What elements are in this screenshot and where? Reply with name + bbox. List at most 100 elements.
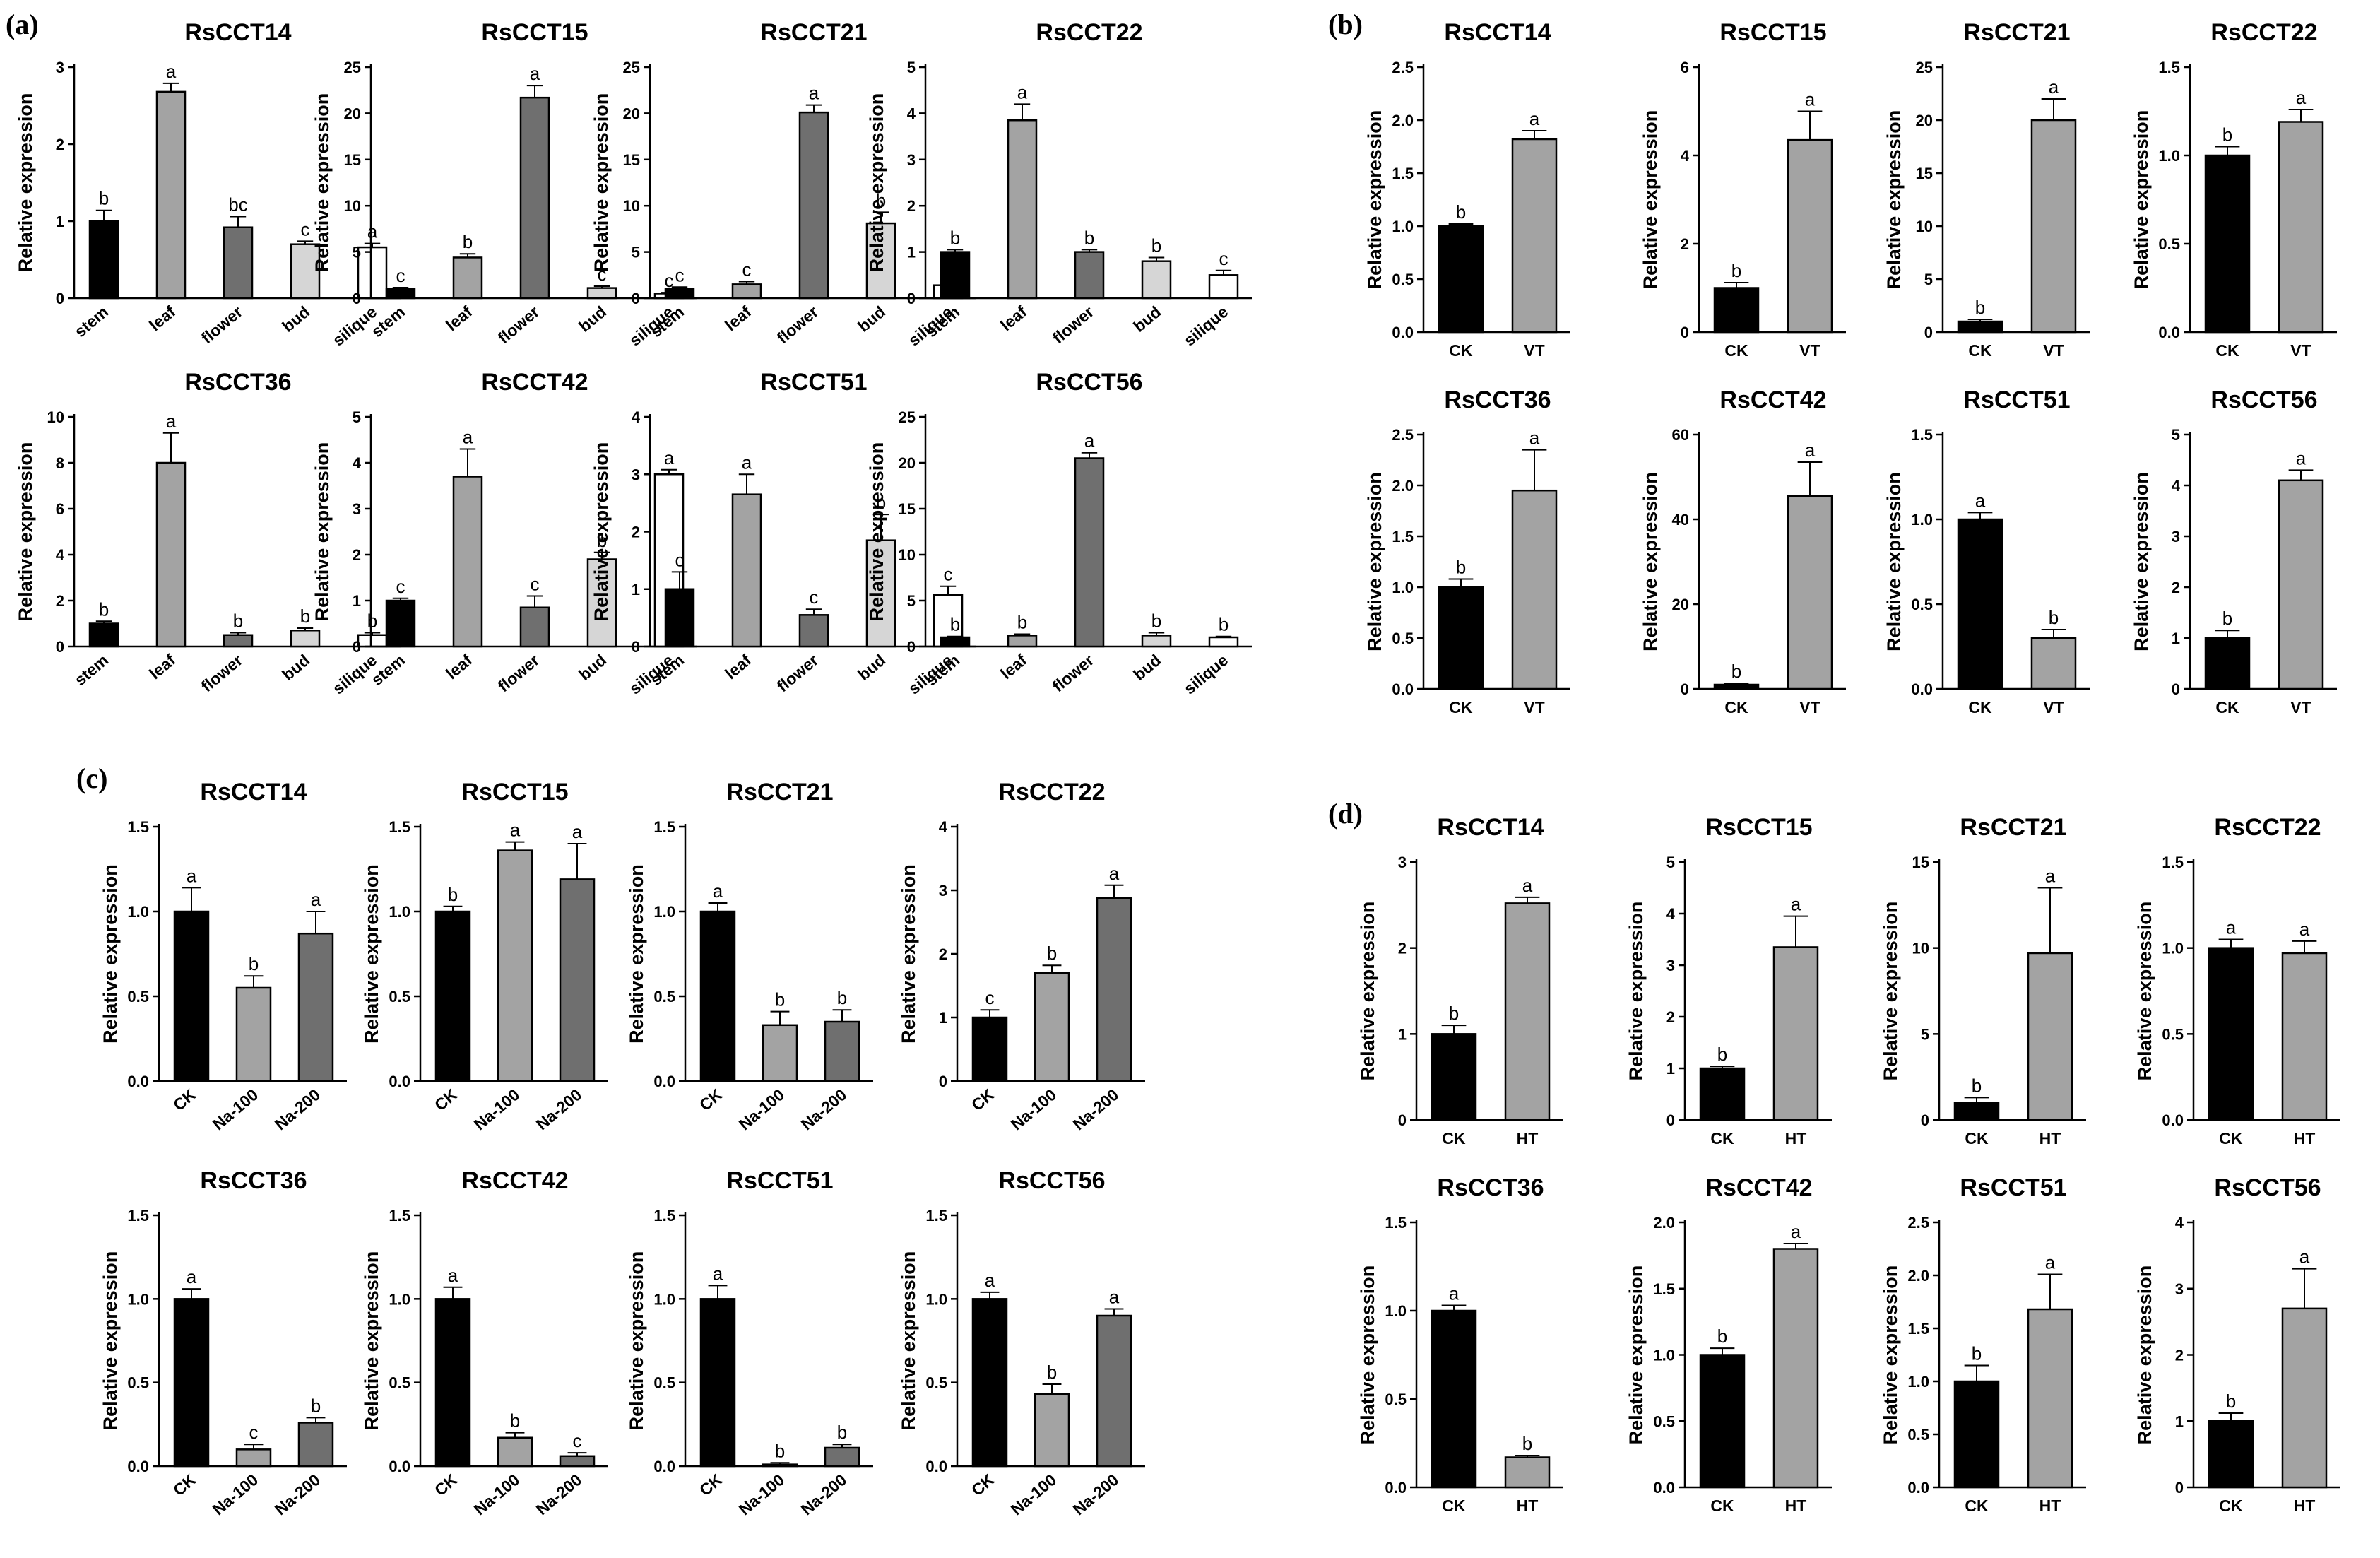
y-tick-label: 1.0	[127, 1290, 149, 1308]
y-tick-label: 0	[1924, 324, 1933, 341]
panel-letter-a: (a)	[6, 8, 39, 40]
y-axis-label: Relative expression	[1357, 1265, 1378, 1445]
y-tick-label: 0	[2172, 680, 2180, 698]
y-tick-label: 1.5	[2162, 854, 2184, 871]
y-tick-label: 1.5	[1653, 1280, 1675, 1298]
y-tick-label: 5	[1666, 854, 1675, 871]
y-tick-label: 2	[1681, 235, 1689, 253]
y-axis-label: Relative expression	[361, 864, 382, 1044]
x-tick-label: flower	[1049, 302, 1098, 347]
chart-b-rscct15: RsCCT15 Relative expression 0 2 4 6 b CK a VT	[1640, 19, 1846, 360]
chart-title: RsCCT42	[461, 1167, 568, 1194]
y-axis-label: Relative expression	[1626, 902, 1647, 1081]
significance-label: a	[742, 452, 752, 473]
significance-label: b	[1975, 297, 1985, 318]
y-axis-label: Relative expression	[626, 1251, 647, 1431]
bar	[798, 111, 829, 300]
x-tick-label: HT	[1785, 1129, 1807, 1147]
chart-title: RsCCT36	[184, 369, 291, 396]
x-tick-label: Na-100	[1007, 1470, 1060, 1518]
y-tick-label: 2.5	[1392, 426, 1414, 444]
y-axis-label: Relative expression	[15, 93, 36, 273]
y-tick-label: 4	[939, 818, 948, 836]
significance-label: b	[300, 606, 310, 627]
chart-title: RsCCT15	[461, 779, 568, 805]
significance-label: a	[2045, 1252, 2056, 1273]
bar	[2278, 479, 2324, 690]
bar	[2030, 119, 2077, 334]
significance-label: a	[1522, 875, 1533, 896]
x-tick-label: CK	[1968, 341, 1992, 360]
significance-label: bc	[228, 194, 247, 215]
significance-label: a	[530, 63, 540, 84]
significance-label: a	[1017, 81, 1028, 102]
y-axis-label: Relative expression	[898, 1251, 919, 1431]
x-tick-label: Na-100	[470, 1470, 523, 1518]
bar	[235, 986, 272, 1082]
y-tick-label: 1.0	[653, 903, 675, 921]
x-tick-label: VT	[1524, 341, 1544, 360]
y-tick-label: 10	[899, 546, 916, 564]
panel-letter-d: (d)	[1328, 798, 1363, 830]
y-tick-label: 0.5	[1392, 630, 1414, 647]
significance-label: b	[99, 598, 109, 620]
y-axis-label: Relative expression	[1364, 472, 1385, 651]
bar	[664, 288, 695, 300]
y-tick-label: 1.0	[1653, 1347, 1675, 1364]
y-tick-label: 1.0	[127, 903, 149, 921]
chart-title: RsCCT51	[1963, 386, 2070, 413]
x-tick-label: CK	[1724, 698, 1748, 716]
x-tick-label: HT	[2039, 1497, 2061, 1515]
y-axis-label: Relative expression	[591, 93, 612, 273]
y-tick-label: 4	[2175, 1214, 2184, 1232]
x-tick-label: VT	[2290, 341, 2311, 360]
x-tick-label: CK	[696, 1470, 726, 1500]
significance-label: b	[1084, 227, 1094, 248]
chart-title: RsCCT56	[1036, 369, 1142, 396]
bar	[434, 910, 471, 1082]
y-tick-label: 1.5	[127, 1207, 149, 1224]
y-tick-label: 0.5	[653, 1374, 675, 1392]
significance-label: b	[1972, 1075, 1982, 1096]
y-tick-label: 1.0	[389, 1290, 410, 1308]
chart-d-rscct36: RsCCT36 Relative expression 0.0 0.5 1.0 1.5 a C…	[1357, 1174, 1563, 1515]
significance-label: c	[665, 270, 674, 291]
bar	[1431, 1033, 1477, 1121]
x-tick-label: bud	[1130, 302, 1164, 336]
bar	[223, 226, 254, 300]
x-tick-label: VT	[2043, 341, 2064, 360]
y-tick-label: 25	[344, 59, 361, 76]
bar	[1504, 902, 1551, 1121]
bar	[1713, 287, 1760, 334]
bar	[1957, 320, 2003, 334]
bar	[1007, 119, 1038, 300]
y-tick-label: 3	[2175, 1280, 2184, 1298]
panel-letter-c: (c)	[76, 762, 107, 794]
significance-label: b	[249, 953, 259, 974]
significance-label: b	[99, 188, 109, 209]
significance-label: b	[837, 1422, 847, 1443]
y-tick-label: 1.5	[653, 1207, 675, 1224]
bar	[452, 256, 483, 300]
x-tick-label: CK	[1442, 1129, 1466, 1147]
y-tick-label: 0.5	[1392, 271, 1414, 288]
y-tick-label: 0.0	[1911, 680, 1933, 698]
significance-label: b	[1047, 1362, 1057, 1383]
y-tick-label: 1	[56, 213, 64, 230]
chart-title: RsCCT14	[1444, 19, 1551, 46]
y-tick-label: 0.0	[127, 1073, 149, 1090]
significance-label: a	[1084, 430, 1095, 452]
y-axis-label: Relative expression	[866, 93, 887, 273]
significance-label: a	[1109, 1287, 1120, 1308]
panel-letter-b: (b)	[1328, 8, 1363, 40]
y-tick-label: 5	[1924, 271, 1933, 288]
bar	[1438, 586, 1484, 690]
y-tick-label: 0.5	[2162, 1025, 2184, 1043]
x-tick-label: stem	[71, 302, 112, 341]
chart-title: RsCCT56	[998, 1167, 1105, 1194]
y-tick-label: 4	[353, 454, 362, 472]
significance-label: b	[876, 492, 886, 513]
chart-title: RsCCT22	[998, 779, 1105, 805]
y-tick-label: 2	[1666, 1008, 1675, 1026]
